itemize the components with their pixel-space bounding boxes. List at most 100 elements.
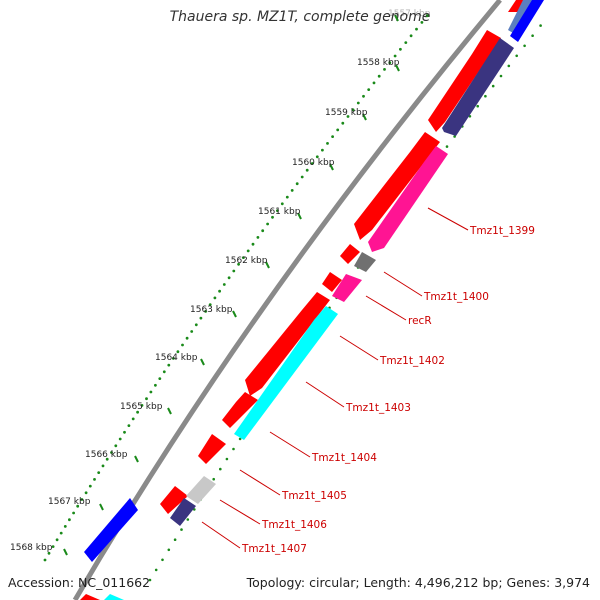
gene-feature[interactable] — [510, 0, 544, 42]
gene-feature[interactable] — [340, 244, 360, 264]
scale-dot — [47, 551, 51, 555]
scale-dot — [393, 54, 397, 58]
scale-dot — [118, 437, 122, 441]
scale-tick — [362, 113, 367, 121]
genome-summary-text: Topology: circular; Length: 4,496,212 bp… — [246, 575, 590, 590]
gene-feature[interactable] — [368, 146, 448, 252]
scale-dot — [213, 296, 217, 300]
scale-dot — [271, 215, 274, 219]
scale-dot — [162, 370, 166, 374]
gene-feature[interactable] — [198, 434, 226, 464]
scale-dot — [97, 471, 101, 474]
scale-dot — [110, 451, 113, 454]
scale-tick-label: 1560 kbp — [292, 158, 335, 168]
gene-feature[interactable] — [160, 486, 188, 514]
scale-dot — [43, 558, 47, 562]
gene-feature[interactable] — [170, 498, 196, 526]
leader-line — [383, 271, 423, 297]
scale-tick-label: 1561 kbp — [258, 207, 301, 217]
inner-dot — [180, 528, 183, 531]
gene-label[interactable]: Tmz1t_1402 — [379, 355, 445, 367]
gene-feature[interactable] — [80, 594, 100, 600]
scale-tick — [394, 14, 399, 22]
gene-feature[interactable] — [354, 132, 440, 240]
scale-tick — [63, 548, 68, 556]
gene-label[interactable]: Tmz1t_1399 — [469, 225, 535, 237]
inner-dot — [161, 558, 164, 562]
leader-line — [219, 499, 261, 525]
gene-label[interactable]: Tmz1t_1407 — [241, 543, 307, 555]
scale-dot — [362, 94, 365, 98]
inner-dot — [484, 94, 487, 98]
gene-feature[interactable] — [104, 594, 124, 600]
inner-dot — [232, 447, 235, 451]
leader-line — [305, 381, 345, 408]
scale-dot — [256, 236, 260, 239]
inner-dot — [445, 145, 449, 148]
scale-dot — [295, 182, 299, 186]
gene-feature[interactable] — [332, 274, 362, 302]
scale-dot — [149, 390, 153, 394]
inner-dot — [148, 578, 152, 582]
gene-label[interactable]: Tmz1t_1405 — [281, 490, 347, 502]
scale-dot — [72, 511, 75, 515]
gene-features — [80, 0, 544, 600]
scale-tick — [265, 261, 270, 269]
scale-tick-label: 1568 kbp — [10, 543, 53, 553]
leader-line — [427, 207, 469, 231]
scale-dot — [266, 222, 269, 226]
gene-feature[interactable] — [442, 38, 514, 136]
gene-feature[interactable] — [354, 252, 376, 272]
scale-tick-label: 1559 kbp — [325, 108, 368, 118]
scale-dot — [80, 498, 84, 501]
gene-feature[interactable] — [245, 292, 330, 396]
scale-dot — [63, 525, 67, 528]
inner-dot — [173, 538, 177, 541]
scale-dot — [346, 115, 350, 118]
gene-feature[interactable] — [186, 476, 216, 504]
scale-dot — [181, 343, 184, 347]
scale-dot — [420, 21, 424, 24]
scale-dot — [383, 68, 386, 71]
scale-dotted-line — [43, 14, 429, 562]
gene-feature[interactable] — [222, 392, 258, 428]
scale-dot — [154, 383, 157, 387]
scale-dot — [84, 491, 88, 495]
leader-line — [365, 295, 407, 321]
scale-dot — [222, 283, 226, 286]
gene-label[interactable]: Tmz1t_1403 — [345, 402, 411, 414]
label-leader-lines — [201, 207, 469, 549]
scale-dot — [88, 484, 92, 488]
genome-title: Thauera sp. MZ1T, complete genome — [169, 9, 431, 25]
gene-feature[interactable] — [428, 30, 501, 132]
scale-dot — [242, 256, 245, 259]
scale-dot — [218, 289, 222, 293]
scale-dot — [276, 209, 279, 213]
gene-feature[interactable] — [322, 272, 342, 292]
scale-dot — [315, 155, 319, 159]
gene-label[interactable]: Tmz1t_1400 — [423, 291, 489, 303]
inner-dot — [515, 54, 518, 58]
gene-feature[interactable] — [234, 306, 338, 440]
scale-dot — [204, 310, 208, 313]
scale-dot — [51, 545, 55, 548]
scale-dot — [76, 504, 80, 508]
inner-dot — [154, 568, 158, 572]
gene-label[interactable]: Tmz1t_1404 — [311, 452, 377, 464]
scale-dot — [280, 202, 284, 206]
scale-dot — [285, 195, 289, 199]
scale-dot — [199, 316, 203, 320]
scale-dot — [123, 430, 126, 434]
scale-tick — [99, 503, 104, 511]
scale-dot — [367, 88, 371, 91]
gene-label[interactable]: recR — [408, 315, 432, 327]
scale-dot — [321, 148, 324, 152]
gene-feature[interactable] — [84, 498, 138, 562]
scale-tick — [134, 455, 139, 463]
inner-dot — [212, 477, 215, 481]
gene-label[interactable]: Tmz1t_1406 — [261, 519, 327, 531]
inner-dot — [531, 34, 534, 37]
inner-dot — [453, 135, 456, 138]
scale-dot — [300, 175, 304, 179]
